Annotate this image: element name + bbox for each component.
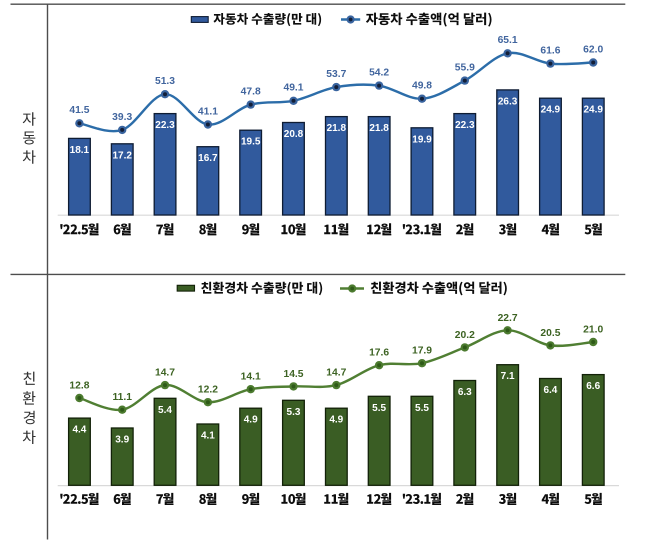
svg-text:21.0: 21.0 [583, 325, 603, 336]
svg-text:53.7: 53.7 [326, 69, 346, 80]
svg-text:16.7: 16.7 [198, 153, 218, 164]
svg-text:14.1: 14.1 [241, 372, 261, 383]
svg-text:5.4: 5.4 [158, 405, 172, 416]
svg-text:24.9: 24.9 [541, 105, 561, 116]
svg-text:6.4: 6.4 [543, 385, 557, 396]
svg-text:39.3: 39.3 [112, 112, 132, 123]
svg-text:3.9: 3.9 [115, 435, 129, 446]
svg-text:14.7: 14.7 [326, 368, 346, 379]
svg-text:20.5: 20.5 [540, 328, 560, 339]
svg-text:49.1: 49.1 [283, 83, 303, 94]
svg-text:22.3: 22.3 [155, 120, 175, 131]
svg-text:5.5: 5.5 [415, 403, 429, 414]
svg-text:22.3: 22.3 [455, 120, 475, 131]
svg-text:20.8: 20.8 [284, 129, 304, 140]
svg-text:17.2: 17.2 [112, 150, 132, 161]
svg-text:61.6: 61.6 [540, 46, 560, 57]
svg-text:41.5: 41.5 [69, 105, 89, 116]
svg-text:26.3: 26.3 [498, 96, 518, 107]
svg-text:6.6: 6.6 [586, 381, 600, 392]
svg-text:55.9: 55.9 [455, 63, 475, 74]
svg-text:41.1: 41.1 [198, 106, 218, 117]
svg-text:4.4: 4.4 [72, 425, 86, 436]
svg-text:47.8: 47.8 [241, 87, 261, 98]
svg-text:4.9: 4.9 [244, 415, 258, 426]
svg-text:14.5: 14.5 [283, 369, 303, 380]
svg-text:49.8: 49.8 [412, 81, 432, 92]
svg-text:17.9: 17.9 [412, 346, 432, 357]
svg-text:19.9: 19.9 [412, 134, 432, 145]
svg-text:14.7: 14.7 [155, 368, 175, 379]
svg-text:54.2: 54.2 [369, 68, 389, 79]
svg-text:51.3: 51.3 [155, 76, 175, 87]
svg-text:21.8: 21.8 [327, 123, 347, 134]
svg-text:65.1: 65.1 [498, 35, 518, 46]
svg-text:11.1: 11.1 [112, 392, 132, 403]
svg-text:20.2: 20.2 [455, 330, 475, 341]
svg-text:5.3: 5.3 [287, 407, 301, 418]
svg-text:17.6: 17.6 [369, 348, 389, 359]
svg-text:12.2: 12.2 [198, 385, 218, 396]
svg-text:7.1: 7.1 [501, 371, 515, 382]
svg-text:24.9: 24.9 [583, 105, 603, 116]
svg-text:62.0: 62.0 [583, 44, 603, 55]
svg-text:19.5: 19.5 [241, 137, 261, 148]
svg-text:5.5: 5.5 [372, 403, 386, 414]
svg-text:22.7: 22.7 [498, 313, 518, 324]
svg-text:4.1: 4.1 [201, 431, 215, 442]
svg-text:18.1: 18.1 [70, 145, 90, 156]
svg-text:12.8: 12.8 [69, 381, 89, 392]
svg-text:6.3: 6.3 [458, 387, 472, 398]
svg-text:21.8: 21.8 [369, 123, 389, 134]
svg-text:4.9: 4.9 [329, 415, 343, 426]
